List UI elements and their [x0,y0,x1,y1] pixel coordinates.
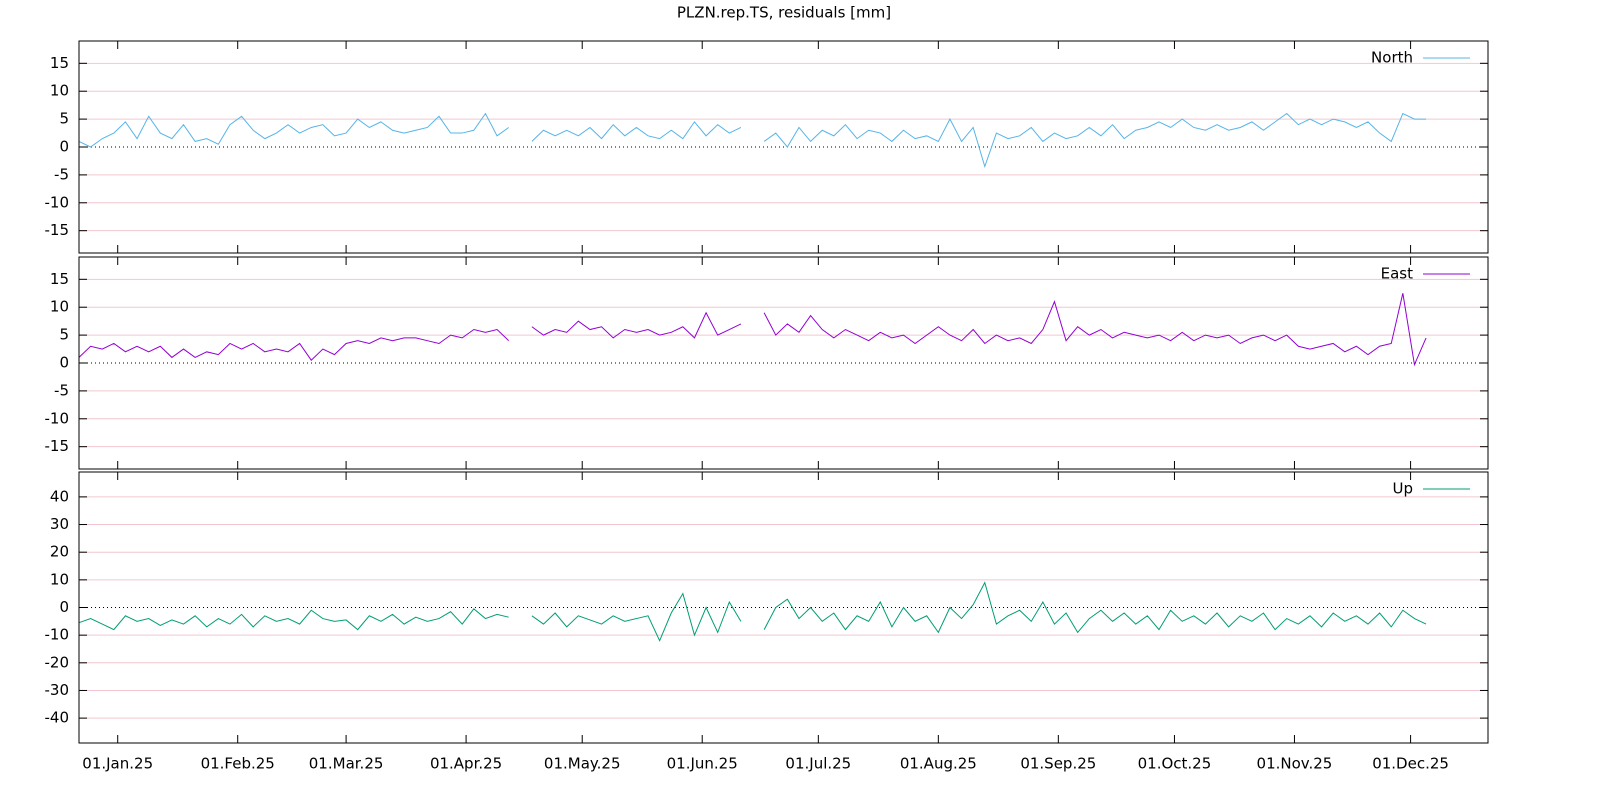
x-tick-label: 01.Jun.25 [667,755,738,773]
series-line [78,293,1427,367]
y-tick-label: -5 [54,165,69,183]
x-tick-label: 01.Jul.25 [785,755,851,773]
plot-frame [78,40,1489,254]
y-tick-label: 30 [50,515,69,533]
y-tick-label: 0 [59,598,69,616]
plot-frame [78,256,1489,470]
y-tick-label: 20 [50,543,69,561]
x-tick-label: 01.Nov.25 [1257,755,1333,773]
x-tick-label: 01.Jan.25 [82,755,153,773]
y-tick-label: -15 [45,221,70,239]
y-tick-label: -10 [45,626,70,644]
x-tick-label: 01.May.25 [544,755,621,773]
y-tick-label: 15 [50,270,69,288]
y-tick-label: 10 [50,298,69,316]
series-line [78,581,1427,642]
y-tick-label: -10 [45,409,70,427]
y-tick-label: 10 [50,82,69,100]
y-tick-label: 0 [59,354,69,372]
legend-label: East [1381,265,1413,283]
x-tick-label: 01.Aug.25 [900,755,977,773]
y-tick-label: 5 [59,326,69,344]
y-tick-label: 10 [50,570,69,588]
legend-label: Up [1392,480,1413,498]
x-tick-label: 01.Dec.25 [1372,755,1449,773]
x-tick-label: 01.Feb.25 [201,755,275,773]
y-tick-label: 0 [59,138,69,156]
x-tick-label: 01.Apr.25 [430,755,502,773]
y-tick-label: 40 [50,487,69,505]
y-tick-label: -10 [45,193,70,211]
x-tick-label: 01.Mar.25 [309,755,384,773]
chart-title: PLZN.rep.TS, residuals [mm] [677,4,891,22]
plot-frame [78,471,1489,744]
y-tick-label: -20 [45,653,70,671]
y-tick-label: -40 [45,709,70,727]
y-tick-label: -5 [54,381,69,399]
x-tick-label: 01.Oct.25 [1138,755,1212,773]
y-tick-label: -15 [45,437,70,455]
y-tick-label: -30 [45,681,70,699]
y-tick-label: 15 [50,54,69,72]
y-tick-label: 5 [59,110,69,128]
x-tick-label: 01.Sep.25 [1020,755,1096,773]
series-line [78,112,1427,169]
legend-label: North [1371,49,1413,67]
